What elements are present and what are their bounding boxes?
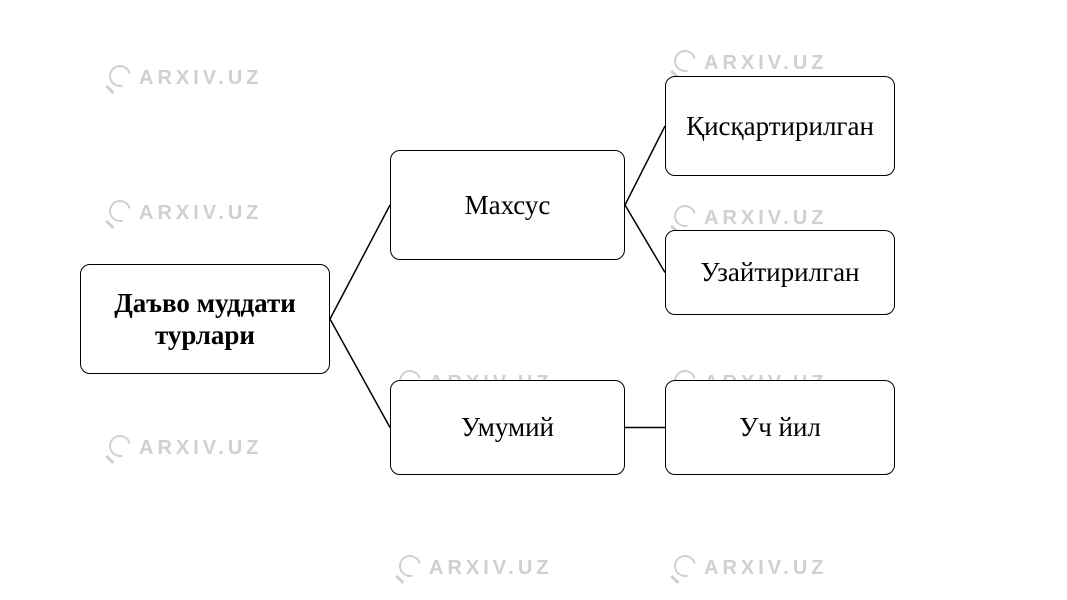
search-icon [395,555,421,581]
node-label: Умумий [461,411,554,443]
node-qisq: Қисқартирилган [665,76,895,176]
watermark: ARXIV.UZ [670,555,828,581]
watermark-text: ARXIV.UZ [429,557,553,580]
node-label: Махсус [465,189,551,221]
search-icon [670,205,696,231]
watermark: ARXIV.UZ [395,555,553,581]
watermark: ARXIV.UZ [105,200,263,226]
watermark-text: ARXIV.UZ [139,437,263,460]
node-uchyil: Уч йил [665,380,895,475]
watermark-text: ARXIV.UZ [704,207,828,230]
node-label: Қисқартирилган [686,110,874,142]
watermark: ARXIV.UZ [105,65,263,91]
node-umumiy: Умумий [390,380,625,475]
node-root: Даъво муддати турлари [80,264,330,374]
edge-root-umumiy [330,319,390,428]
watermark-text: ARXIV.UZ [704,557,828,580]
edge-root-maxsus [330,205,390,319]
search-icon [105,435,131,461]
node-uzay: Узайтирилган [665,230,895,315]
node-label: Узайтирилган [700,256,859,288]
node-label: Уч йил [739,411,821,443]
node-maxsus: Махсус [390,150,625,260]
watermark: ARXIV.UZ [105,435,263,461]
watermark: ARXIV.UZ [670,205,828,231]
watermark-text: ARXIV.UZ [139,67,263,90]
search-icon [105,65,131,91]
search-icon [670,50,696,76]
search-icon [670,555,696,581]
watermark-text: ARXIV.UZ [704,52,828,75]
edge-maxsus-qisq [625,126,665,205]
search-icon [105,200,131,226]
watermark-text: ARXIV.UZ [139,202,263,225]
node-label: Даъво муддати турлари [91,287,319,352]
watermark: ARXIV.UZ [670,50,828,76]
edge-maxsus-uzay [625,205,665,273]
